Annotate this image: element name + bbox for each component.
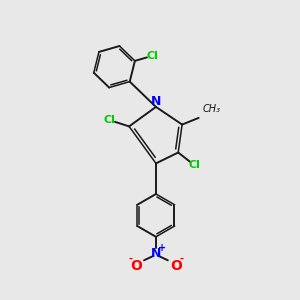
Text: O: O [130, 259, 142, 273]
Text: Cl: Cl [189, 160, 200, 170]
Text: CH₃: CH₃ [202, 104, 220, 114]
Text: -: - [179, 254, 184, 264]
Text: Cl: Cl [103, 115, 115, 125]
Text: N: N [151, 247, 161, 260]
Text: +: + [158, 243, 166, 254]
Text: O: O [170, 259, 182, 273]
Text: N: N [151, 95, 161, 108]
Text: -: - [129, 254, 133, 264]
Text: Cl: Cl [147, 51, 158, 61]
